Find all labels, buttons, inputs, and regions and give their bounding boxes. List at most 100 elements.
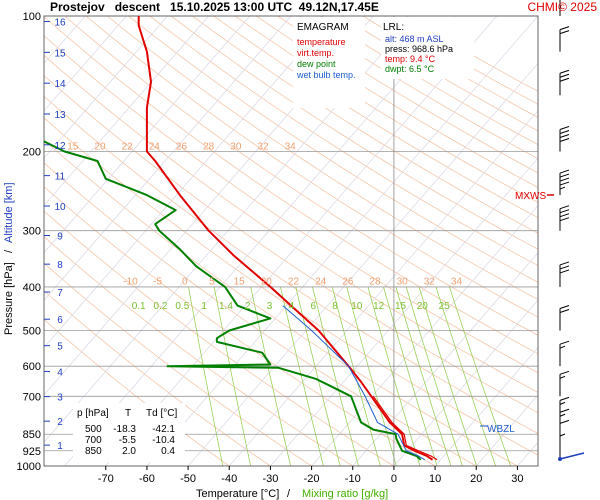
barb-half: [559, 413, 566, 417]
wind-barb: [559, 340, 570, 367]
dry-adiabat: [213, 16, 538, 219]
dry-adiabat-label: 26: [342, 276, 354, 287]
temp-tick-label: 10: [429, 473, 441, 485]
legend-title: EMAGRAM: [297, 22, 349, 33]
lrl-temperature: temp: 9.4 °C: [385, 54, 436, 64]
mixing-ratio-label: 8: [332, 301, 338, 312]
barb-flag: [559, 340, 570, 345]
temp-tick-label: -10: [345, 473, 361, 485]
xlabel-temperature: Temperature [°C]: [196, 488, 279, 500]
credit-label: CHMI© 2025: [527, 0, 597, 14]
isotherm-line: [228, 110, 538, 466]
mixing-ratio-line: [418, 286, 478, 466]
isotherm-line: [352, 252, 538, 466]
barb-flag: [559, 419, 570, 424]
isotherm-line: [44, 16, 292, 301]
pressure-tick-label: 1000: [17, 461, 41, 473]
barb-flag: [559, 177, 570, 182]
dry-adiabat-label: 24: [315, 276, 327, 287]
dry-adiabat-label: 15: [234, 276, 246, 287]
barb-flag: [559, 69, 570, 74]
dry-adiabat-label: -10: [123, 276, 138, 287]
altitude-tick-label: 11: [55, 172, 66, 183]
altitude-tick-label: 10: [54, 202, 66, 213]
mixing-ratio-label: 0.1: [132, 301, 146, 312]
wind-barb: [559, 205, 570, 231]
dry-adiabat-label: 22: [122, 141, 134, 152]
lrl-title: LRL:: [383, 22, 404, 33]
altitude-tick-label: 16: [54, 18, 66, 29]
barb-flag: [559, 137, 570, 142]
altitude-tick-label: 4: [57, 367, 63, 378]
dry-adiabat-label: 5: [209, 276, 215, 287]
temp-tick-label: 0: [391, 473, 397, 485]
dry-adiabat-label: 0: [182, 276, 188, 287]
barb-flag: [559, 265, 570, 270]
dry-adiabat: [44, 54, 538, 393]
dry-adiabat-label: 28: [369, 276, 381, 287]
dry-adiabat: [341, 16, 538, 132]
table-cell: -42.1: [152, 424, 175, 435]
altitude-tick-label: 2: [57, 417, 63, 428]
temp-tick-label: 30: [511, 473, 523, 485]
dry-adiabat-label: 20: [261, 276, 273, 287]
table-cell: 2.0: [122, 446, 136, 457]
mxws-marker: MXWS: [515, 191, 546, 202]
altitude-tick-label: 15: [54, 48, 66, 59]
mixing-ratio-line: [188, 286, 224, 466]
dry-adiabat-label: 34: [451, 276, 463, 287]
mixing-ratio-label: 4: [289, 301, 295, 312]
lrl-pressure: press: 968.6 hPa: [385, 44, 453, 54]
altitude-tick-label: 5: [57, 342, 63, 353]
xlabel-separator: /: [287, 488, 291, 500]
dry-adiabat: [128, 16, 538, 283]
wind-barbs: [557, 0, 585, 466]
background-lines: [44, 16, 538, 466]
series-dew-point: [44, 140, 422, 461]
altitude-tick-label: 12: [54, 141, 66, 152]
table-cell: 850: [85, 446, 102, 457]
dry-adiabat-label: 22: [288, 276, 300, 287]
barb-half: [559, 433, 566, 437]
wind-barb: [559, 169, 570, 196]
isotherm-line: [434, 347, 538, 466]
mixing-ratio-label: 1.4: [219, 301, 233, 312]
surface-barb-dot: [558, 457, 562, 461]
pressure-tick-label: 850: [23, 429, 41, 441]
wind-barb: [559, 69, 570, 96]
barb-flag: [559, 73, 570, 78]
barb-flag: [559, 408, 570, 413]
temp-tick-label: -50: [180, 473, 196, 485]
table-cell: 700: [85, 435, 102, 446]
barb-flag: [559, 181, 570, 186]
temp-tick-label: -60: [139, 473, 155, 485]
dry-adiabat: [44, 16, 538, 355]
isotherm-line: [187, 62, 538, 466]
barb-flag: [559, 30, 570, 35]
legend-item-virt-temp: virt.temp.: [297, 48, 334, 58]
pressure-tick-label: 400: [23, 282, 41, 294]
isotherm-line: [311, 204, 538, 466]
dry-adiabat-label: 32: [257, 141, 269, 152]
isotherm-line: [44, 16, 333, 349]
table-cell: -10.4: [152, 435, 175, 446]
pressure-tick-label: 600: [23, 361, 41, 373]
table-header-p: p [hPa]: [77, 408, 109, 419]
wind-barb: [559, 419, 570, 446]
barb-flag: [559, 169, 570, 174]
plot-frame: [43, 15, 539, 467]
legend-item-temperature: temperature: [297, 37, 346, 47]
altitude-tick-label: 8: [57, 260, 63, 271]
altitude-tick-label: 3: [57, 393, 63, 404]
lrl-altitude: alt: 468 m ASL: [385, 34, 444, 44]
wind-barb: [559, 396, 570, 423]
dry-adiabat: [44, 139, 518, 466]
table-cell: 0.4: [161, 446, 175, 457]
legend-item-dew-point: dew point: [297, 59, 336, 69]
dry-adiabat: [64, 16, 538, 336]
barb-flag: [559, 261, 570, 266]
barb-flag: [559, 305, 570, 310]
legend-item-wet-bulb: wet bulb temp.: [296, 70, 356, 80]
barb-flag: [559, 26, 570, 31]
isotherm-line: [270, 157, 538, 466]
